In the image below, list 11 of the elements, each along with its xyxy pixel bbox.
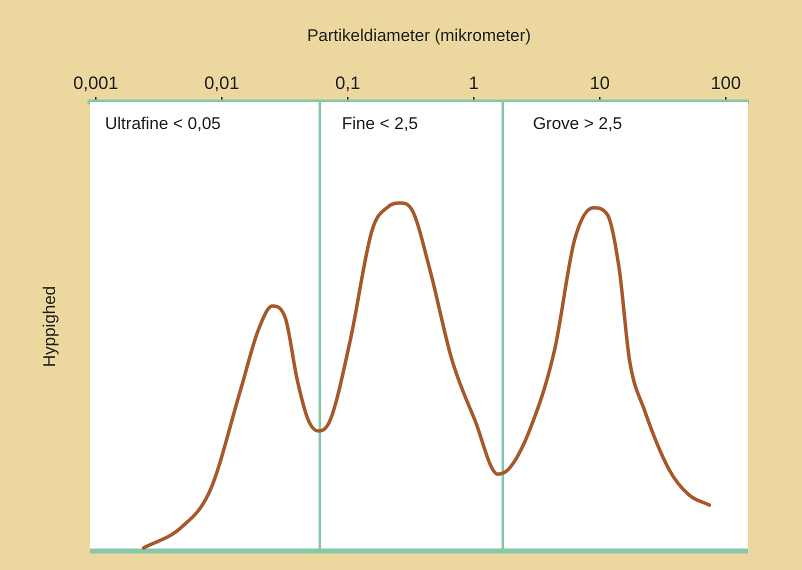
x-tick-label: 0,01 — [204, 73, 240, 94]
x-tick-label: 0,001 — [73, 73, 118, 94]
x-tick-label: 10 — [590, 73, 610, 94]
y-axis-title: Hyppighed — [40, 286, 59, 368]
x-tick-label: 1 — [468, 73, 479, 94]
x-tick-label: 100 — [710, 73, 741, 94]
text: Grove > 2,5 — [532, 114, 622, 134]
x-axis-title: Partikeldiameter (mikrometer) — [307, 26, 531, 45]
text: Ultrafine < 0,05 — [105, 114, 221, 134]
x-tick-label: 0,1 — [335, 73, 360, 94]
text: Fine < 2,5 — [342, 114, 418, 134]
